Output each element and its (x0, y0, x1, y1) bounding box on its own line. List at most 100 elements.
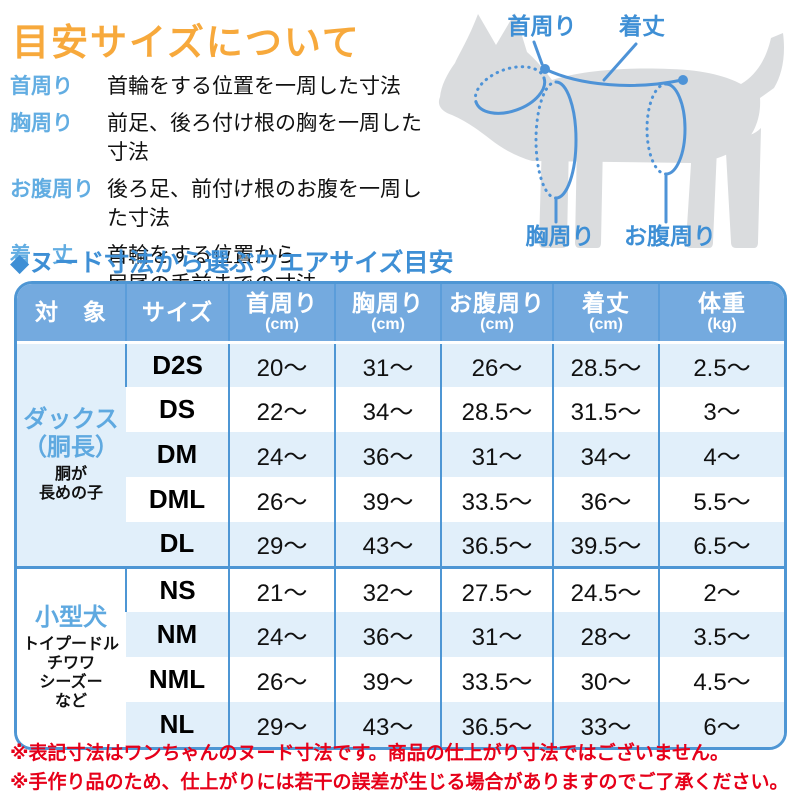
value-cell: 2〜 (658, 565, 784, 612)
col-header-belly: お腹周り (cm) (440, 284, 553, 344)
value-cell: 4.5〜 (658, 657, 784, 702)
size-cell: NL (126, 702, 229, 747)
legend-row-chest: 胸周り 前足、後ろ付け根の胸を一周した寸法 (10, 109, 440, 167)
col-header-length: 着丈 (cm) (552, 284, 659, 344)
footnote: ※表記寸法はワンちゃんのヌード寸法です。商品の仕上がり寸法ではございません。 (10, 743, 730, 764)
belly-loop-solid (664, 82, 687, 176)
value-cell: 31.5〜 (552, 387, 659, 432)
value-cell: 39.5〜 (552, 522, 659, 567)
group-name: ダックス （胴長） (23, 406, 119, 461)
value-cell: 3.5〜 (658, 612, 784, 657)
value-cell: 36〜 (334, 612, 441, 657)
measurement-legend: 首周り 首輪をする位置を一周した寸法 胸周り 前足、後ろ付け根の胸を一周した寸法… (10, 72, 440, 307)
page-title: 目安サイズについて (12, 22, 361, 63)
legend-desc: 首輪をする位置を一周した寸法 (107, 75, 401, 98)
value-cell: 33〜 (552, 702, 659, 747)
group-note: 胴が 長めの子 (38, 466, 103, 502)
length-start-dot (540, 64, 550, 74)
belly-loop-dotted (645, 82, 668, 176)
value-cell: 6.5〜 (658, 522, 784, 567)
value-cell: 34〜 (334, 387, 441, 432)
value-cell: 29〜 (228, 522, 335, 567)
value-cell: 5.5〜 (658, 477, 784, 522)
size-cell: NM (126, 612, 229, 657)
table-row: NM 24〜 36〜 31〜 28〜 3.5〜 (17, 612, 784, 657)
value-cell: 6〜 (658, 702, 784, 747)
value-cell: 43〜 (334, 522, 441, 567)
col-header-target: 対 象 (17, 284, 126, 344)
value-cell: 24.5〜 (552, 565, 659, 612)
value-cell: 26〜 (440, 342, 553, 387)
section-title: ◆ヌード寸法から選ぶウエアサイズ目安 (10, 249, 454, 277)
value-cell: 32〜 (334, 565, 441, 612)
col-header-neck: 首周り (cm) (228, 284, 335, 344)
neck-callout-line (532, 40, 544, 66)
group-name: 小型犬 (35, 604, 107, 632)
legend-term: お腹周り (10, 178, 94, 201)
value-cell: 3〜 (658, 387, 784, 432)
table-row: DML 26〜 39〜 33.5〜 36〜 5.5〜 (17, 477, 784, 522)
value-cell: 28〜 (552, 612, 659, 657)
value-cell: 22〜 (228, 387, 335, 432)
legend-row-neck: 首周り 首輪をする位置を一周した寸法 (10, 72, 440, 101)
group-cell-dachshund: ダックス （胴長） 胴が 長めの子 (17, 342, 126, 567)
col-header-size: サイズ (125, 284, 229, 344)
diagram-label-neck: 首周り (508, 13, 577, 39)
diagram-label-chest: 胸周り (526, 223, 595, 249)
value-cell: 33.5〜 (440, 657, 553, 702)
value-cell: 29〜 (228, 702, 335, 747)
value-cell: 36.5〜 (440, 522, 553, 567)
value-cell: 39〜 (334, 657, 441, 702)
legend-row-belly: お腹周り 後ろ足、前付け根のお腹を一周した寸法 (10, 175, 440, 233)
legend-desc: 前足、後ろ付け根の胸を一周した寸法 (107, 112, 422, 164)
size-cell: NS (125, 565, 229, 612)
legend-term: 首周り (10, 75, 73, 98)
value-cell: 31〜 (440, 432, 553, 477)
dog-measurement-diagram-icon: 首周り 着丈 胸周り お腹周り (438, 13, 784, 249)
table-row: DM 24〜 36〜 31〜 34〜 4〜 (17, 432, 784, 477)
value-cell: 4〜 (658, 432, 784, 477)
back-length-line (543, 67, 684, 87)
group-note: トイプードル チワワ シーズー など (22, 636, 119, 711)
value-cell: 28.5〜 (440, 387, 553, 432)
table-row: DS 22〜 34〜 28.5〜 31.5〜 3〜 (17, 387, 784, 432)
value-cell: 30〜 (552, 657, 659, 702)
length-end-dot (678, 75, 688, 85)
size-cell: D2S (125, 342, 229, 387)
size-cell: DM (126, 432, 229, 477)
chest-loop-dotted (534, 80, 558, 200)
group-cell-small-dog: 小型犬 トイプードル チワワ シーズー など (17, 565, 126, 747)
measurement-lines (473, 40, 687, 224)
size-cell: NML (126, 657, 229, 702)
table-row: DL 29〜 43〜 36.5〜 39.5〜 6.5〜 (17, 522, 784, 567)
size-cell: DL (126, 522, 229, 567)
chest-loop-solid (554, 80, 578, 200)
col-header-chest: 胸周り (cm) (334, 284, 441, 344)
value-cell: 34〜 (552, 432, 659, 477)
neck-loop-solid (474, 76, 547, 115)
value-cell: 36.5〜 (440, 702, 553, 747)
value-cell: 33.5〜 (440, 477, 553, 522)
value-cell: 21〜 (228, 565, 335, 612)
value-cell: 26〜 (228, 477, 335, 522)
footnotes: ※表記寸法はワンちゃんのヌード寸法です。商品の仕上がり寸法ではございません。 ※… (10, 739, 788, 797)
value-cell: 36〜 (552, 477, 659, 522)
value-cell: 2.5〜 (658, 342, 784, 387)
value-cell: 24〜 (228, 612, 335, 657)
legend-term: 着 丈 (10, 244, 73, 267)
size-table: 対 象 サイズ 首周り (cm) 胸周り (cm) お腹周り (cm) 着丈 (cm) … (14, 281, 787, 750)
size-cell: DML (126, 477, 229, 522)
value-cell: 43〜 (334, 702, 441, 747)
legend-desc: 後ろ足、前付け根のお腹を一周した寸法 (107, 178, 422, 230)
length-callout-line (602, 42, 638, 82)
legend-term: 胸周り (10, 112, 73, 135)
value-cell: 24〜 (228, 432, 335, 477)
table-row: NML 26〜 39〜 33.5〜 30〜 4.5〜 (17, 657, 784, 702)
col-header-weight: 体重 (kg) (658, 284, 784, 344)
diagram-label-length: 着丈 (619, 13, 665, 39)
value-cell: 31〜 (440, 612, 553, 657)
table-row: 小型犬 トイプードル チワワ シーズー など NS 21〜 32〜 27.5〜 … (17, 565, 784, 747)
table-header-row: 対 象 サイズ 首周り (cm) 胸周り (cm) お腹周り (cm) 着丈 (cm) … (17, 284, 784, 344)
value-cell: 36〜 (334, 432, 441, 477)
diagram-label-belly: お腹周り (624, 223, 716, 249)
